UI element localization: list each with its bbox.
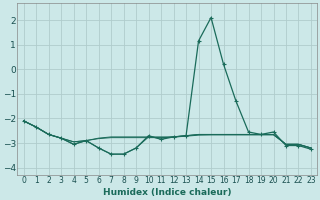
X-axis label: Humidex (Indice chaleur): Humidex (Indice chaleur) xyxy=(103,188,232,197)
